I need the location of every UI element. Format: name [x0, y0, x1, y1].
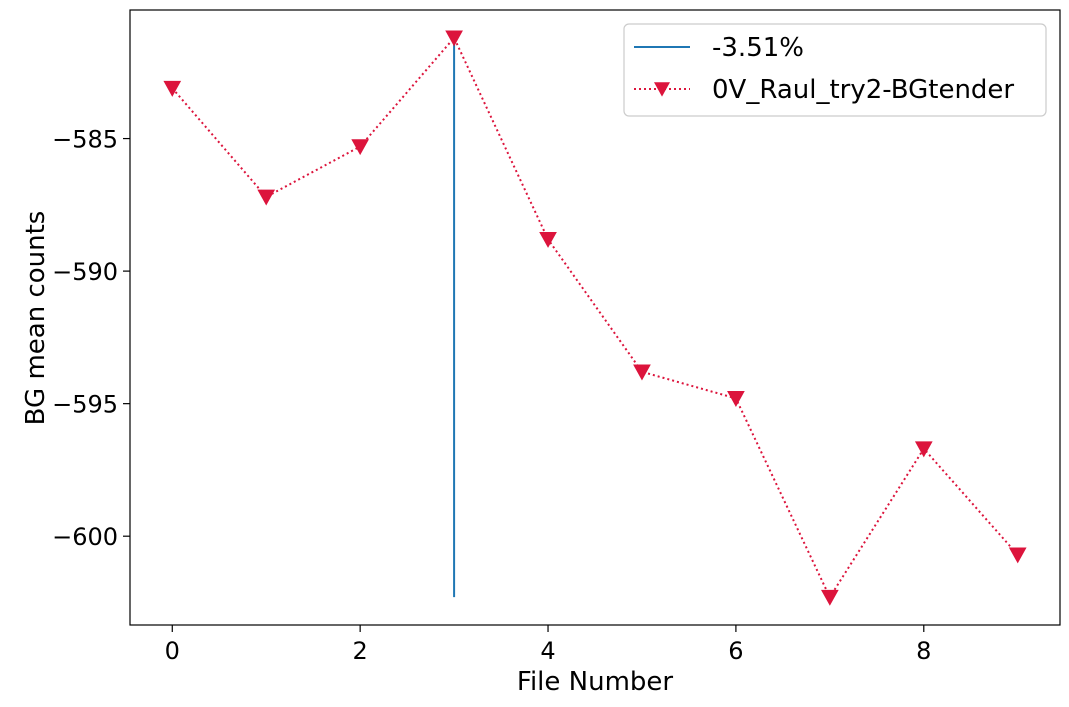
x-tick-label: 8 [916, 637, 931, 665]
x-axis-title: File Number [517, 667, 674, 697]
y-tick-label: −590 [52, 258, 118, 286]
x-axis-ticks: 0 2 4 6 8 [165, 625, 931, 665]
legend-series-marker [654, 82, 670, 97]
legend-box [623, 23, 1047, 117]
y-axis-ticks: −585 −590 −595 −600 [52, 126, 130, 551]
x-tick-label: 6 [728, 637, 743, 665]
plot-area [163, 30, 1027, 606]
legend-vline-label: -3.51% [712, 33, 804, 63]
y-tick-label: −585 [52, 126, 118, 154]
data-point [1008, 547, 1027, 564]
y-tick-label: −600 [52, 523, 118, 551]
x-tick-label: 2 [353, 637, 368, 665]
x-tick-label: 4 [540, 637, 555, 665]
data-point [820, 589, 839, 606]
data-point [163, 80, 182, 97]
data-point [445, 30, 463, 47]
data-point [257, 189, 276, 206]
series-line [171, 35, 1019, 600]
x-tick-label: 0 [165, 637, 180, 665]
data-point [633, 364, 651, 381]
y-tick-label: −595 [52, 391, 118, 419]
data-point [914, 441, 933, 458]
data-point [727, 391, 745, 407]
plot-frame [129, 9, 1061, 626]
legend: -3.51% 0V_Raul_try2-BGtender [623, 23, 1047, 117]
data-point [351, 139, 370, 156]
y-axis-title: BG mean counts [21, 211, 51, 426]
data-point [539, 232, 557, 248]
legend-series-label: 0V_Raul_try2-BGtender [712, 75, 1014, 105]
